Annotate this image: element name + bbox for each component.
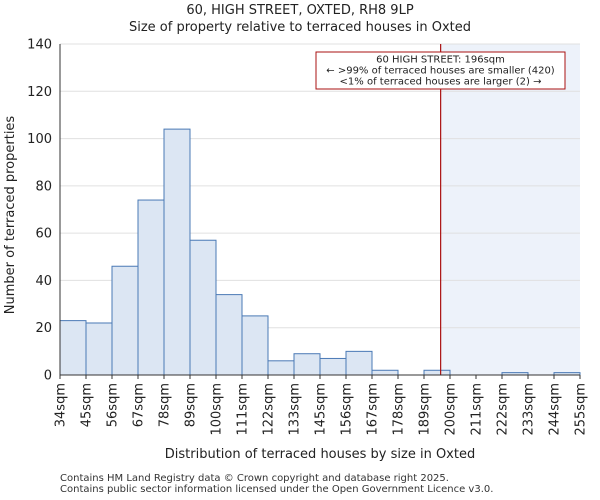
y-tick-label: 100 bbox=[27, 132, 52, 147]
y-tick-label: 80 bbox=[35, 179, 52, 194]
x-tick-label: 178sqm bbox=[392, 383, 407, 436]
bar-145sqm bbox=[319, 357, 347, 376]
bar-78sqm bbox=[163, 128, 191, 376]
annotation-line-2: ← >99% of terraced houses are smaller (4… bbox=[326, 66, 555, 77]
bar-100sqm bbox=[215, 294, 243, 376]
x-tick-label: 222sqm bbox=[496, 383, 511, 436]
y-tick-label: 60 bbox=[35, 227, 52, 242]
y-axis-label: Number of terraced properties bbox=[3, 116, 18, 315]
x-tick-label: 200sqm bbox=[444, 383, 459, 436]
x-tick-label: 167sqm bbox=[366, 383, 381, 436]
bar-56sqm bbox=[111, 265, 139, 376]
x-tick-label: 156sqm bbox=[340, 383, 355, 436]
bar-45sqm bbox=[85, 322, 113, 376]
x-tick-label: 56sqm bbox=[106, 383, 121, 427]
x-tick-label: 244sqm bbox=[548, 383, 563, 436]
x-tick-label: 189sqm bbox=[418, 383, 433, 436]
bar-156sqm bbox=[345, 350, 373, 376]
annotation-line-1: 60 HIGH STREET: 196sqm bbox=[376, 55, 505, 66]
annotation-line-3: <1% of terraced houses are larger (2) → bbox=[340, 77, 542, 88]
x-tick-label: 133sqm bbox=[288, 383, 303, 436]
bar-189sqm bbox=[423, 369, 451, 376]
chart-title: 60, HIGH STREET, OXTED, RH8 9LP bbox=[186, 3, 413, 18]
bar-89sqm bbox=[189, 239, 217, 376]
bar-167sqm bbox=[371, 369, 399, 376]
footer-attribution-2: Contains public sector information licen… bbox=[60, 484, 494, 495]
y-tick-label: 20 bbox=[35, 321, 52, 336]
x-tick-label: 122sqm bbox=[262, 383, 277, 436]
bar-133sqm bbox=[293, 353, 321, 376]
chart-subtitle: Size of property relative to terraced ho… bbox=[129, 20, 471, 35]
x-tick-label: 255sqm bbox=[574, 383, 589, 436]
y-tick-label: 40 bbox=[35, 274, 52, 289]
x-tick-label: 100sqm bbox=[210, 383, 225, 436]
y-tick-label: 120 bbox=[27, 85, 52, 100]
x-tick-label: 34sqm bbox=[54, 383, 69, 427]
bar-111sqm bbox=[241, 315, 269, 376]
footer-attribution-1: Contains HM Land Registry data © Crown c… bbox=[60, 473, 449, 484]
x-tick-label: 211sqm bbox=[470, 383, 485, 436]
x-axis-label: Distribution of terraced houses by size … bbox=[165, 447, 475, 462]
bar-122sqm bbox=[267, 360, 295, 376]
bar-34sqm bbox=[59, 320, 87, 376]
x-tick-label: 67sqm bbox=[132, 383, 147, 427]
y-tick-label: 140 bbox=[27, 38, 52, 53]
x-tick-label: 233sqm bbox=[522, 383, 537, 436]
x-tick-label: 45sqm bbox=[80, 383, 95, 427]
x-tick-label: 111sqm bbox=[236, 383, 251, 436]
x-tick-label: 78sqm bbox=[158, 383, 173, 427]
x-tick-label: 89sqm bbox=[184, 383, 199, 427]
highlight-region bbox=[440, 44, 580, 375]
bar-67sqm bbox=[137, 199, 165, 376]
x-tick-label: 145sqm bbox=[314, 383, 329, 436]
annotation-box: 60 HIGH STREET: 196sqm ← >99% of terrace… bbox=[315, 51, 566, 90]
y-tick-label: 0 bbox=[44, 369, 52, 384]
